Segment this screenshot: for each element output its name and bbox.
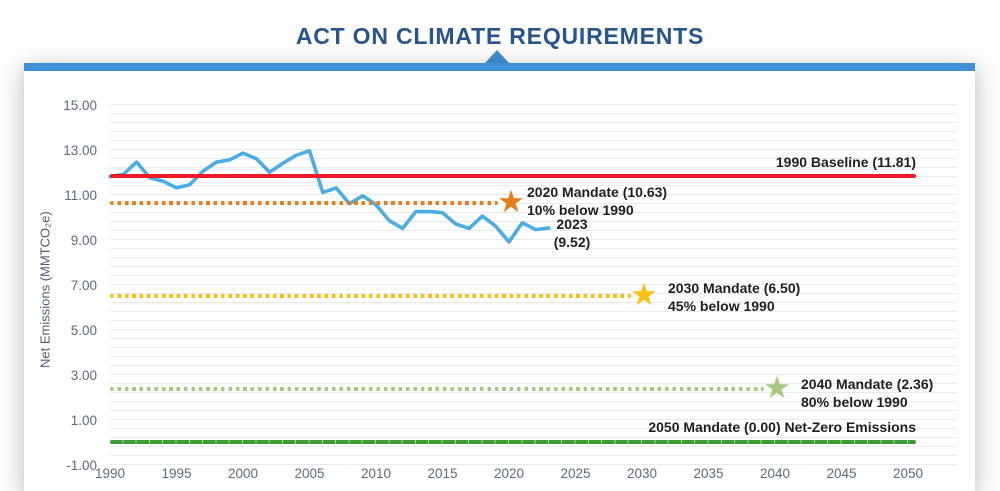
mandate-2020-label: 2020 Mandate (10.63) 10% below 1990 — [527, 184, 667, 219]
y-tick-label: 3.00 — [70, 368, 97, 383]
mandate-2030-label-line2: 45% below 1990 — [668, 297, 775, 314]
x-tick-label: 2045 — [826, 466, 857, 481]
current-year-label: 2023 (9.52) — [537, 216, 607, 251]
mandate-2050-label: 2050 Mandate (0.00) Net-Zero Emissions — [648, 419, 916, 435]
mandate-2040-line — [110, 387, 765, 391]
y-tick-label: 1.00 — [70, 413, 97, 428]
mandate-2020-label-line1: 2020 Mandate (10.63) — [527, 184, 668, 200]
x-tick-label: 2040 — [759, 466, 791, 481]
y-tick-label: 11.00 — [64, 188, 97, 203]
x-tick-label: 2005 — [294, 466, 325, 481]
y-tick-label: 15.00 — [63, 98, 97, 113]
mandate-2040-label: 2040 Mandate (2.36) 80% below 1990 — [801, 376, 933, 411]
mandate-2040-label-line2: 80% below 1990 — [801, 393, 908, 410]
baseline-1990-line — [110, 174, 916, 179]
x-tick-label: 2025 — [560, 466, 591, 481]
y-tick-label: 9.00 — [70, 233, 97, 248]
mandate-2020-line — [110, 201, 499, 205]
y-tick-label: 5.00 — [70, 323, 97, 338]
mandate-2020-label-line2: 10% below 1990 — [527, 201, 634, 218]
pointer-up-triangle-icon — [485, 50, 509, 63]
accent-bar — [24, 63, 975, 71]
current-year-label-line2: (9.52) — [553, 233, 591, 250]
x-tick-label: 2020 — [493, 466, 525, 481]
baseline-1990-label: 1990 Baseline (11.81) — [775, 154, 916, 170]
x-tick-label: 1990 — [94, 466, 126, 481]
mandate-2040-label-line1: 2040 Mandate (2.36) — [801, 376, 934, 392]
mandate-2030-line — [110, 294, 632, 298]
x-tick-label: 1995 — [161, 466, 192, 481]
y-tick-label: -1.00 — [66, 458, 97, 473]
y-tick-label: 13.00 — [63, 143, 97, 158]
x-tick-label: 2030 — [626, 466, 658, 481]
current-year-label-line1: 2023 — [556, 216, 588, 232]
mandate-2030-label-line1: 2030 Mandate (6.50) — [668, 280, 801, 296]
page-title: ACT ON CLIMATE REQUIREMENTS — [295, 23, 705, 50]
mandate-2050-line — [110, 440, 916, 445]
x-tick-label: 2000 — [227, 466, 259, 481]
x-tick-label: 2015 — [427, 466, 458, 481]
mandate-2030-label: 2030 Mandate (6.50) 45% below 1990 — [668, 280, 800, 315]
x-tick-label: 2010 — [360, 466, 392, 481]
y-tick-label: 7.00 — [70, 278, 97, 293]
x-tick-label: 2035 — [693, 466, 724, 481]
x-tick-label: 2050 — [892, 466, 924, 481]
